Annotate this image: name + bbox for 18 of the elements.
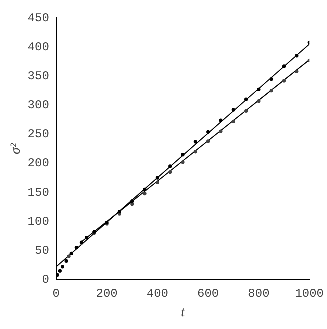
y-tick-label: 450 — [28, 11, 50, 26]
y-tick-label: 150 — [28, 186, 50, 200]
y-tick-label: 300 — [28, 98, 50, 113]
y-tick-label: 0 — [42, 272, 50, 287]
y-tick-label: 350 — [28, 70, 50, 84]
y-axis-title: σ² — [9, 142, 24, 155]
x-tick-label: 200 — [96, 287, 118, 302]
x-axis-title: t — [181, 305, 186, 320]
x-tick-label: 400 — [146, 287, 168, 302]
y-tick-label: 400 — [28, 40, 50, 54]
y-tick-label: 250 — [28, 128, 50, 142]
y-tick-label: 200 — [28, 156, 50, 171]
x-tick-label: 1000 — [295, 287, 324, 302]
x-tick-label: 600 — [198, 287, 220, 302]
y-tick-label: 50 — [34, 244, 50, 258]
y-tick-label: 100 — [28, 214, 50, 229]
x-tick-label: 0 — [52, 287, 60, 302]
x-tick-label: 800 — [248, 287, 270, 302]
